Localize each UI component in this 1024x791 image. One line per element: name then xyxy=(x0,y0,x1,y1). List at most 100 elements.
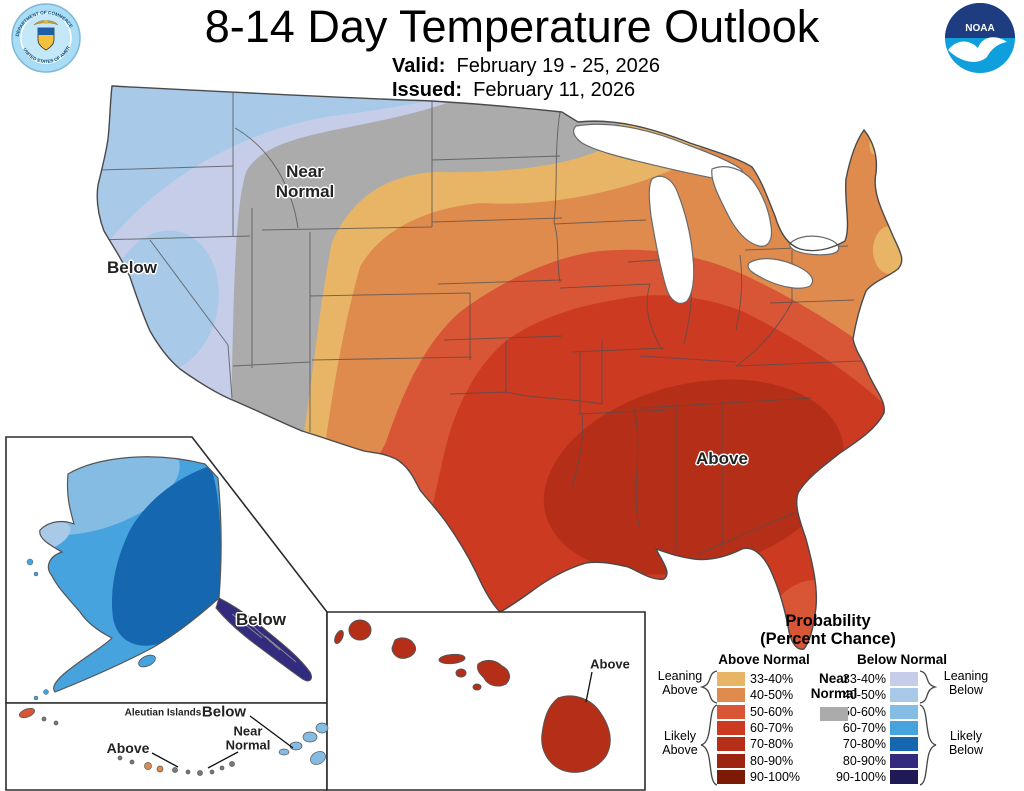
above-pointer-line xyxy=(151,752,179,768)
alaska-panhandle-80-90 xyxy=(215,597,312,682)
legend-braces xyxy=(699,670,938,786)
aleutian-islands-map xyxy=(19,708,329,776)
below-swatch-33-40 xyxy=(890,672,918,686)
doc-seal-logo: DEPARTMENT OF COMMERCE UNITED STATES OF … xyxy=(0,0,81,73)
aleutian-above-island xyxy=(19,708,35,718)
below-range-60-70: 60-70% xyxy=(842,721,886,735)
molokai xyxy=(438,653,466,665)
conus-below-label: Below xyxy=(106,258,158,277)
likely-above-label-2: Above xyxy=(662,743,698,757)
maui xyxy=(477,659,510,687)
above-range-50-60: 50-60% xyxy=(750,705,794,719)
great-lakes xyxy=(572,123,840,304)
below-swatch-80-90 xyxy=(890,754,918,768)
legend-subtitle: (Percent Chance) xyxy=(760,630,896,648)
kauai xyxy=(348,619,372,641)
aleutian-normal-label: Normal xyxy=(225,737,271,753)
hawaii-above-pointer-line xyxy=(585,671,593,703)
above-range-90-100: 90-100% xyxy=(750,770,801,784)
big-island xyxy=(541,695,611,773)
noaa-logo-text: NOAA xyxy=(965,23,994,34)
below-range-40-50: 40-50% xyxy=(842,688,886,702)
below-range-80-90: 80-90% xyxy=(842,754,886,768)
valid-value: February 19 - 25, 2026 xyxy=(456,55,660,77)
issued-value: February 11, 2026 xyxy=(473,79,636,101)
kodiak-island xyxy=(138,654,156,668)
lake-erie xyxy=(747,258,814,289)
issued-label: Issued: xyxy=(392,79,463,101)
alaska-below-label: Below xyxy=(235,610,287,629)
state-borders xyxy=(97,86,885,555)
likely-above-label-1: Likely xyxy=(664,729,696,743)
aleutian-pointer-lines xyxy=(151,715,294,769)
legend-title: Probability xyxy=(785,612,871,630)
valid-label: Valid: xyxy=(392,55,446,77)
below-range-70-80: 70-80% xyxy=(842,737,886,751)
above-range-40-50: 40-50% xyxy=(750,688,794,702)
aleutian-above-dot xyxy=(144,762,152,770)
legend-near-label: Near xyxy=(818,671,850,686)
above-range-80-90: 80-90% xyxy=(750,754,794,768)
page-title: 8-14 Day Temperature Outlook xyxy=(204,1,820,52)
below-range-90-100: 90-100% xyxy=(835,770,886,784)
above-swatch-50-60 xyxy=(717,705,745,719)
below-swatch-90-100 xyxy=(890,770,918,784)
conus-near-label: Near xyxy=(286,162,324,181)
above-range-60-70: 60-70% xyxy=(750,721,794,735)
aleutian-below-island xyxy=(278,748,290,756)
leaning-below-brace xyxy=(919,670,938,704)
likely-below-label-2: Below xyxy=(948,743,984,757)
near-normal-pointer-line xyxy=(207,751,239,769)
leaning-below-label-1: Leaning xyxy=(943,669,989,683)
valid-line: Valid: February 19 - 25, 2026 xyxy=(392,55,660,78)
hawaii-map xyxy=(334,619,611,773)
panhandle-terrain-streaks xyxy=(231,613,297,663)
kahoolawe xyxy=(472,683,482,691)
above-range-70-80: 70-80% xyxy=(750,737,794,751)
aleutian-below-label: Below xyxy=(201,703,247,721)
alaska-band-40-50 xyxy=(39,522,71,552)
conus-outline xyxy=(96,85,903,650)
conus-normal-label: Normal xyxy=(275,182,335,201)
leaning-above-label-1: Leaning xyxy=(657,669,703,683)
alaska-small-islands xyxy=(26,558,49,701)
leaning-above-brace xyxy=(699,670,718,704)
above-swatch-70-80 xyxy=(717,737,745,751)
leaning-above-label-2: Above xyxy=(662,683,698,697)
aleutian-near-label: Near xyxy=(233,723,263,739)
lake-michigan xyxy=(648,175,695,304)
above-swatch-33-40 xyxy=(717,672,745,686)
above-swatch-60-70 xyxy=(717,721,745,735)
issued-line: Issued: February 11, 2026 xyxy=(392,79,635,102)
leaning-below-label-2: Below xyxy=(948,683,984,697)
below-swatch-60-70 xyxy=(890,721,918,735)
hawaii-above-label: Above xyxy=(590,656,630,672)
likely-below-label-1: Likely xyxy=(950,729,982,743)
likely-above-brace xyxy=(700,704,718,786)
below-swatch-70-80 xyxy=(890,737,918,751)
aleutian-islands-label: Aleutian Islands xyxy=(124,707,202,719)
above-swatch-40-50 xyxy=(717,688,745,702)
alaska-outline xyxy=(39,456,222,693)
below-range-50-60: 50-60% xyxy=(842,705,886,719)
oahu xyxy=(391,637,417,659)
below-pointer-line xyxy=(249,715,294,749)
noaa-logo: NOAA xyxy=(945,3,1015,73)
below-swatch-50-60 xyxy=(890,705,918,719)
likely-below-brace xyxy=(919,704,937,786)
niihau xyxy=(334,629,344,645)
above-range-33-40: 33-40% xyxy=(750,672,794,686)
conus-above-label: Above xyxy=(696,449,748,468)
lanai xyxy=(455,668,467,678)
band-above-70-80 xyxy=(543,379,845,575)
lake-huron xyxy=(711,166,773,247)
below-range-33-40: 33-40% xyxy=(842,672,886,686)
near-normal-swatch xyxy=(820,707,848,721)
legend-above-header: Above Normal xyxy=(718,652,810,667)
legend-normal-label: Normal xyxy=(810,686,858,701)
alaska-band-70-80 xyxy=(111,466,221,646)
noaa-gull-icon xyxy=(948,37,1007,62)
legend-below-header: Below Normal xyxy=(856,652,948,667)
